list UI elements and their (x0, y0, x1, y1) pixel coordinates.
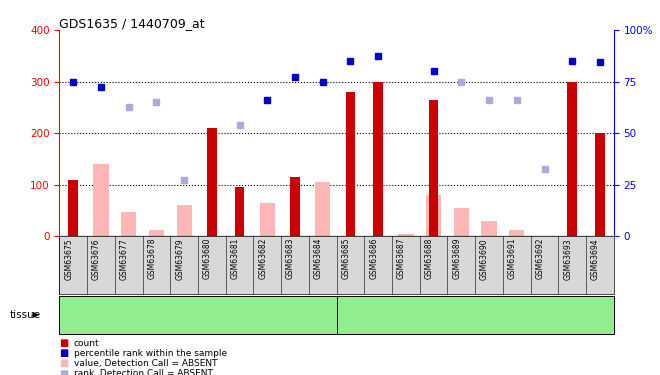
Bar (481, 221, 497, 236)
Text: GSM63687: GSM63687 (397, 238, 406, 279)
Bar (346, 92, 355, 236)
Bar (148, 230, 164, 236)
Bar (315, 182, 331, 236)
Text: ■: ■ (59, 369, 69, 375)
Text: GSM63692: GSM63692 (535, 238, 544, 279)
Text: GDS1635 / 1440709_at: GDS1635 / 1440709_at (59, 17, 205, 30)
Bar (568, 82, 577, 236)
Bar (290, 177, 300, 236)
Text: rank, Detection Call = ABSENT: rank, Detection Call = ABSENT (74, 369, 213, 375)
Text: GSM63679: GSM63679 (175, 238, 184, 280)
Text: count: count (74, 339, 100, 348)
Text: GSM63683: GSM63683 (286, 238, 295, 279)
Text: ■: ■ (59, 348, 69, 358)
Text: GSM63688: GSM63688 (424, 238, 434, 279)
Text: GSM63681: GSM63681 (230, 238, 240, 279)
Text: GSM63682: GSM63682 (258, 238, 267, 279)
Bar (509, 230, 525, 236)
Text: GSM63690: GSM63690 (480, 238, 489, 280)
Text: GSM63680: GSM63680 (203, 238, 212, 279)
Text: tissue: tissue (10, 310, 41, 320)
Bar (176, 206, 192, 236)
Text: ▶: ▶ (33, 310, 40, 320)
Text: GSM63684: GSM63684 (314, 238, 323, 279)
Text: GSM63676: GSM63676 (92, 238, 101, 280)
Bar (259, 203, 275, 236)
Text: GSM63689: GSM63689 (452, 238, 461, 279)
Bar (426, 195, 442, 236)
Text: GSM63693: GSM63693 (563, 238, 572, 280)
Bar (93, 164, 109, 236)
Text: GSM63694: GSM63694 (591, 238, 600, 280)
Text: ■: ■ (59, 358, 69, 368)
Bar (398, 234, 414, 236)
Bar (69, 180, 78, 236)
Text: ■: ■ (59, 338, 69, 348)
Text: percentile rank within the sample: percentile rank within the sample (74, 349, 227, 358)
Text: value, Detection Call = ABSENT: value, Detection Call = ABSENT (74, 359, 217, 368)
Bar (453, 208, 469, 236)
Bar (595, 133, 605, 236)
Bar (374, 82, 383, 236)
Text: GSM63675: GSM63675 (64, 238, 73, 280)
Text: GSM63691: GSM63691 (508, 238, 517, 279)
Bar (207, 128, 216, 236)
Text: GSM63685: GSM63685 (341, 238, 350, 279)
Bar (429, 100, 438, 236)
Text: dorsal root ganglion: dorsal root ganglion (145, 310, 251, 320)
Text: GSM63677: GSM63677 (119, 238, 129, 280)
Text: nodose root ganglion: nodose root ganglion (420, 310, 531, 320)
Text: GSM63686: GSM63686 (369, 238, 378, 279)
Text: GSM63678: GSM63678 (147, 238, 156, 279)
Bar (121, 211, 137, 236)
Bar (235, 187, 244, 236)
